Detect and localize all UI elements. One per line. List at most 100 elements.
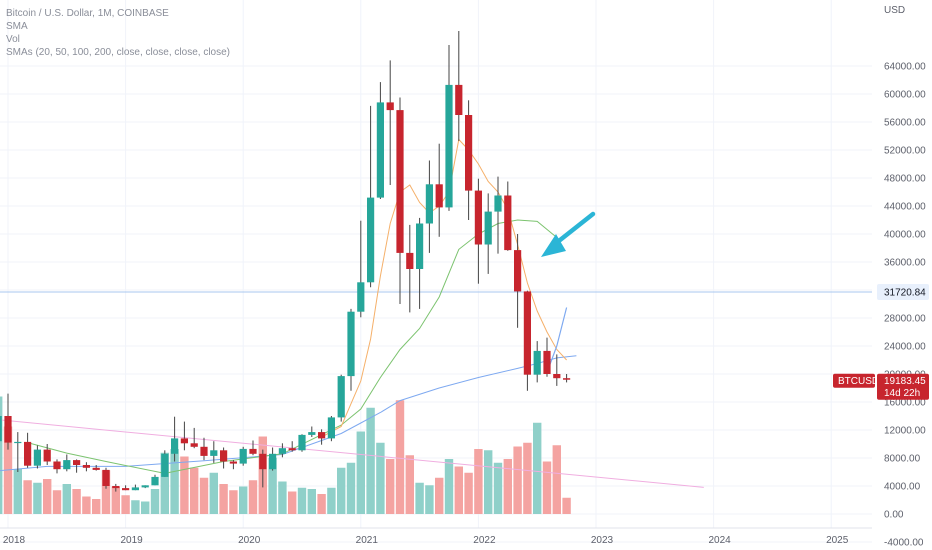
- y-tick-label: 40000.00: [884, 230, 926, 241]
- candle-body: [406, 252, 414, 269]
- volume-bar: [376, 442, 385, 514]
- x-tick-label: 2020: [238, 535, 261, 546]
- candle-body: [553, 374, 561, 379]
- candle-body: [386, 102, 394, 111]
- x-axis[interactable]: 2018 2019 2020 2021 2022 2023 2024 2025: [0, 527, 872, 546]
- volume-bar: [386, 459, 395, 514]
- candle-body: [347, 311, 355, 377]
- candle-body: [33, 449, 41, 466]
- candle-body: [514, 250, 522, 292]
- x-tick-label: 2022: [473, 535, 496, 546]
- last-price-tag: [877, 373, 929, 400]
- volume-bar: [52, 490, 62, 514]
- volume-bar: [533, 422, 542, 514]
- x-tick-label: 2024: [708, 535, 731, 546]
- candles-layer: [0, 31, 571, 492]
- volume-bar: [121, 495, 130, 514]
- candle-body: [435, 184, 443, 208]
- volume-bar: [92, 499, 101, 514]
- candle-body: [376, 102, 384, 198]
- volume-bar: [307, 489, 316, 514]
- sma-orange-line: [321, 138, 567, 438]
- candle-body: [151, 476, 159, 486]
- volume-bar: [111, 486, 120, 514]
- candle-body: [102, 469, 110, 486]
- y-tick-label: -4000.00: [884, 538, 924, 549]
- y-tick-label: 48000.00: [884, 174, 926, 185]
- candle-body: [563, 378, 571, 380]
- grid-layer: [0, 0, 872, 543]
- y-tick-label: 24000.00: [884, 342, 926, 353]
- x-tick-label: 2023: [591, 535, 614, 546]
- volume-bar: [209, 472, 218, 514]
- volume-layer: [0, 396, 571, 514]
- candle-body: [171, 438, 179, 454]
- volume-bar: [474, 449, 483, 514]
- y-tick-label: 12000.00: [884, 426, 926, 437]
- arrow-shaft: [552, 211, 596, 247]
- volume-bar: [346, 462, 356, 514]
- legend-sma[interactable]: SMA: [6, 21, 28, 32]
- x-tick-label: 2018: [3, 535, 26, 546]
- candle-body: [82, 465, 90, 468]
- volume-bar: [337, 467, 346, 514]
- volume-bar: [33, 482, 42, 514]
- volume-bar: [435, 477, 444, 514]
- candle-body: [112, 486, 120, 489]
- countdown-label: 14d 22h: [884, 388, 920, 399]
- candle-body: [63, 460, 71, 470]
- volume-bar: [160, 452, 169, 514]
- y-tick-label: 60000.00: [884, 90, 926, 101]
- volume-bar: [62, 484, 71, 514]
- y-tick-label: 44000.00: [884, 202, 926, 213]
- volume-bar: [190, 467, 199, 514]
- volume-bar: [150, 489, 160, 514]
- volume-bar: [493, 462, 503, 514]
- candle-body: [455, 84, 463, 115]
- volume-bar: [141, 501, 150, 514]
- candle-body: [141, 485, 149, 488]
- candle-body: [269, 453, 277, 470]
- candle-body: [73, 460, 81, 465]
- candle-body: [327, 417, 335, 439]
- candle-body: [200, 446, 208, 456]
- candle-body: [92, 467, 100, 470]
- y-tick-label: 8000.00: [884, 454, 921, 465]
- x-tick-label: 2025: [826, 535, 849, 546]
- volume-bar: [101, 470, 111, 514]
- x-tick-label: 2019: [120, 535, 143, 546]
- x-tick-label: 2021: [356, 535, 379, 546]
- candle-body: [180, 438, 188, 444]
- legend-smas[interactable]: SMAs (20, 50, 100, 200, close, close, cl…: [6, 47, 230, 58]
- chart-title[interactable]: Bitcoin / U.S. Dollar, 1M, COINBASE: [6, 8, 169, 19]
- candle-body: [504, 195, 512, 251]
- y-tick-label: 0.00: [884, 510, 904, 521]
- volume-bar: [82, 496, 91, 514]
- candle-body: [533, 350, 541, 375]
- y-tick-label: 56000.00: [884, 118, 926, 129]
- volume-bar: [219, 484, 228, 514]
- candle-body: [4, 416, 12, 443]
- level-price-tag: [877, 283, 929, 300]
- candle-body: [24, 441, 32, 466]
- candle-body: [249, 448, 257, 454]
- y-axis[interactable]: -4000.00 0.00 4000.00 8000.00 12000.00 16000.…: [833, 5, 929, 549]
- legend-vol[interactable]: Vol: [6, 34, 20, 45]
- volume-bar: [43, 479, 52, 514]
- volume-bar: [542, 461, 552, 514]
- volume-bar: [444, 459, 454, 514]
- volume-bar: [23, 480, 32, 514]
- candle-body: [465, 115, 473, 191]
- volume-bar: [552, 445, 561, 514]
- candle-body: [131, 487, 139, 491]
- y-tick-label: 4000.00: [884, 482, 921, 493]
- volume-bar: [248, 480, 258, 514]
- candle-body: [43, 449, 51, 462]
- volume-bar: [395, 400, 405, 514]
- candle-body: [220, 450, 228, 462]
- volume-bar: [484, 450, 493, 514]
- sma-green-line: [27, 219, 558, 474]
- candle-body: [259, 453, 267, 470]
